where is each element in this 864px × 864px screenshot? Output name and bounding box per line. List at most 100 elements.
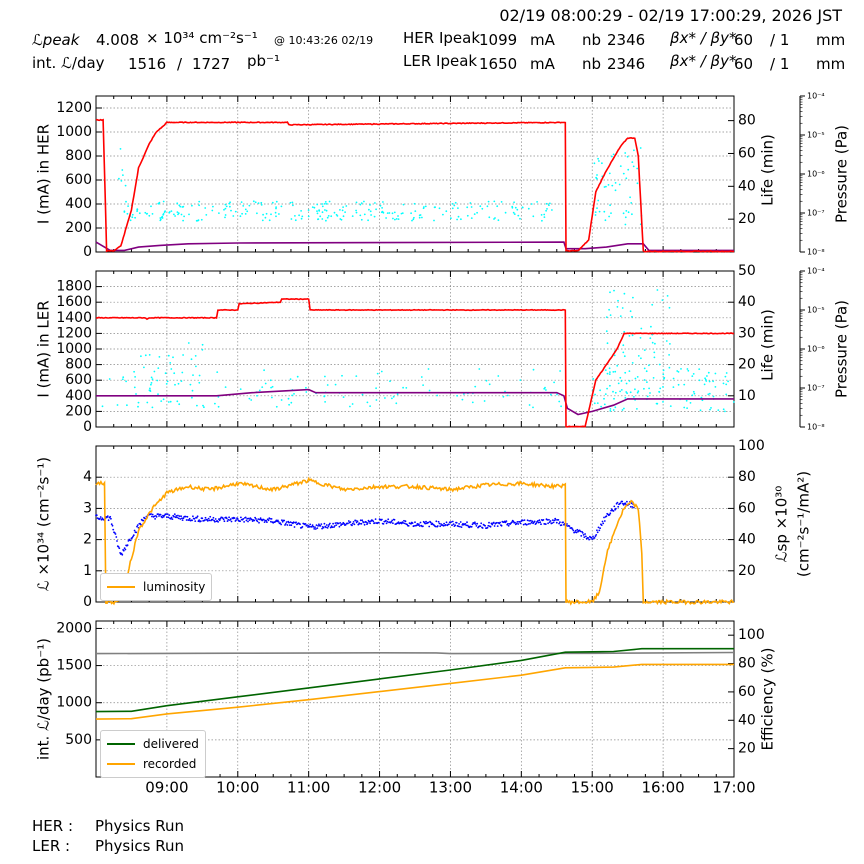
her-pressure-point (198, 200, 201, 203)
y-tick-label: 1200 (56, 100, 92, 116)
ler-pressure-point (645, 370, 648, 373)
her-pressure-point (355, 201, 358, 204)
her-pressure-point (291, 201, 294, 204)
ler-pressure-point (633, 396, 635, 398)
ler-pressure-point (622, 344, 625, 347)
her-pressure-point (328, 200, 331, 203)
specific-lumi-point (151, 515, 153, 518)
specific-lumi-point (335, 524, 338, 526)
specific-lumi-point (624, 502, 627, 505)
ler-pressure-point (714, 372, 717, 375)
specific-lumi-point (480, 522, 483, 525)
ler-pressure-point (613, 354, 616, 357)
her-pressure-point (164, 210, 167, 213)
x-tick-label: 14:00 (500, 779, 543, 797)
y-right-axis-sublabel: (cm⁻²s⁻¹/mA²) (795, 471, 813, 577)
ler-pressure-point (708, 392, 711, 395)
intl-value1: 1516 (128, 55, 167, 73)
specific-lumi-point (115, 536, 118, 538)
specific-lumi-point (457, 525, 460, 528)
specific-lumi-point (262, 518, 265, 521)
specific-lumi-point (419, 521, 422, 524)
ler-pressure-point (323, 395, 326, 398)
her-pressure-point (608, 215, 610, 218)
specific-lumi-point (407, 525, 410, 527)
ler-pressure-point (497, 375, 500, 377)
ler-pressure-point (224, 386, 227, 388)
specific-lumi-point (360, 522, 363, 525)
specific-lumi-point (582, 534, 585, 536)
specific-lumi-point (615, 507, 617, 510)
y-tick-label: 4 (83, 469, 92, 485)
ler-pressure-point (133, 370, 136, 373)
specific-lumi-point (530, 521, 533, 524)
ler-pressure-point (182, 354, 185, 356)
y-tick-label: 800 (65, 357, 92, 373)
pressure-tick-label: 10⁻⁵ (807, 306, 825, 315)
specific-lumi-point (516, 521, 519, 523)
ler-beta-unit: mm (816, 55, 846, 73)
specific-lumi-point (244, 516, 247, 519)
ler-pressure-point (632, 296, 634, 299)
her-pressure-point (321, 218, 324, 220)
specific-lumi-point (326, 527, 329, 529)
her-pressure-point (270, 213, 272, 216)
her-pressure-point (367, 219, 369, 222)
specific-lumi-point (155, 516, 158, 518)
ler-pressure-point (559, 370, 561, 372)
ler-pressure-point (150, 383, 152, 386)
specific-lumi-point (257, 518, 260, 520)
specific-lumi-point (601, 520, 604, 523)
ler-ipeak-unit: mA (530, 55, 555, 73)
ler-pressure-point (665, 340, 668, 342)
specific-lumi-point (448, 523, 450, 526)
her-pressure-point (625, 210, 628, 212)
her-pressure-point (345, 205, 348, 207)
y-tick-label: 2 (83, 532, 92, 548)
her-pressure-point (622, 172, 625, 175)
her-pressure-point (625, 177, 628, 180)
specific-lumi-point (400, 522, 403, 525)
ler-pressure-point (137, 405, 139, 408)
ler-pressure-point (628, 370, 631, 372)
specific-lumi-point (507, 524, 510, 527)
ler-pressure-point (613, 289, 615, 292)
ler-pressure-point (609, 314, 612, 316)
ler-pressure-point (506, 394, 509, 397)
specific-lumi-point (424, 522, 427, 525)
specific-lumi-point (535, 522, 538, 524)
ler-pressure-point (305, 386, 307, 389)
her-pressure-point (248, 204, 251, 207)
ler-pressure-point (150, 376, 153, 379)
specific-lumi-point (385, 522, 388, 525)
specific-lumi-point (256, 520, 259, 523)
ler-pressure-point (709, 408, 711, 411)
specific-lumi-point (438, 522, 441, 525)
specific-lumi-point (236, 518, 239, 520)
her-pressure-point (159, 218, 162, 221)
specific-lumi-point (184, 515, 187, 518)
specific-lumi-point (132, 534, 135, 537)
pressure-tick-label: 10⁻⁴ (807, 92, 825, 101)
y-right-tick-label: 100 (738, 438, 765, 454)
her-pressure-point (244, 213, 247, 215)
specific-lumi-point (486, 526, 489, 529)
ler-pressure-point (636, 408, 638, 410)
her-pressure-point (516, 208, 519, 211)
specific-lumi-point (157, 513, 160, 515)
ler-pressure-point (683, 406, 686, 409)
lpeak-unit: × 10³⁴ cm⁻²s⁻¹ (146, 29, 258, 47)
her-pressure-point (161, 217, 164, 219)
ler-pressure-point (612, 409, 615, 411)
specific-lumi-point (474, 523, 477, 525)
specific-lumi-point (414, 521, 416, 524)
her-pressure-point (393, 211, 396, 214)
specific-lumi-point (560, 524, 563, 526)
footer-ler-label: LER : (32, 837, 71, 855)
ler-pressure-point (436, 394, 439, 397)
her-pressure-point (260, 201, 263, 204)
her-pressure-point (601, 162, 603, 165)
ler-pressure-point (169, 362, 172, 364)
specific-lumi-point (599, 527, 601, 530)
her-pressure-point (453, 204, 456, 207)
